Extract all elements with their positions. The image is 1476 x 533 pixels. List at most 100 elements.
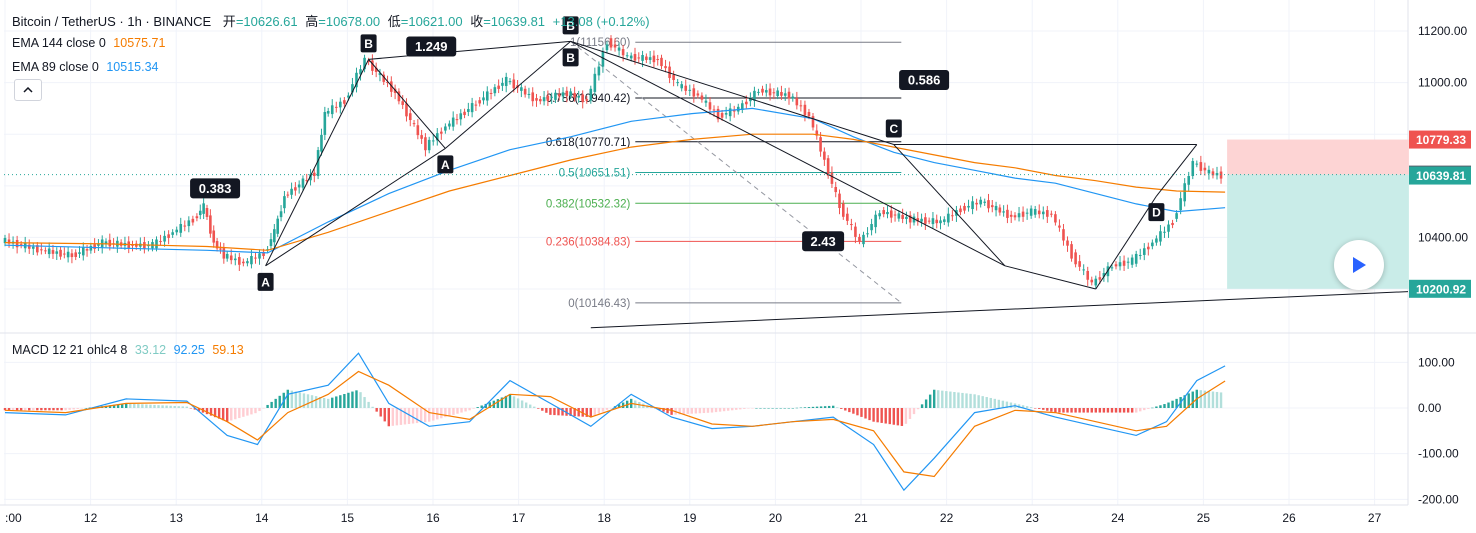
candle-body bbox=[908, 215, 912, 223]
macd-histogram-bar bbox=[779, 408, 782, 409]
candle-body bbox=[250, 256, 253, 265]
candle-body bbox=[262, 251, 265, 257]
collapse-legend-button[interactable] bbox=[14, 79, 42, 101]
fib-trend-dashed-line bbox=[570, 40, 902, 304]
macd-histogram-bar bbox=[840, 408, 843, 409]
macd-histogram-bar bbox=[597, 408, 601, 414]
macd-histogram-bar bbox=[823, 406, 827, 408]
candle-body bbox=[1114, 264, 1118, 267]
pattern1-leg bbox=[265, 59, 370, 267]
candle-body bbox=[1074, 252, 1077, 265]
macd-histogram-bar bbox=[504, 395, 508, 408]
candle-body bbox=[131, 244, 134, 246]
macd-histogram-bar bbox=[1106, 408, 1110, 413]
candle-body bbox=[3, 237, 7, 244]
candle-body bbox=[1151, 242, 1154, 247]
time-tick-label: 12 bbox=[84, 511, 98, 525]
fib-level-label: 0.5(10651.51) bbox=[559, 168, 631, 180]
macd-histogram-bar bbox=[884, 408, 887, 424]
macd-histogram-bar bbox=[242, 408, 245, 417]
candle-body bbox=[1094, 278, 1098, 286]
candle-body bbox=[741, 103, 744, 110]
candle-body bbox=[776, 90, 779, 97]
candle-body bbox=[215, 241, 219, 249]
candle-body bbox=[371, 60, 374, 71]
macd-histogram-bar bbox=[76, 408, 79, 409]
macd-histogram-bar bbox=[209, 408, 213, 416]
macd-histogram-bar bbox=[112, 404, 116, 408]
macd-histogram-bar bbox=[1050, 408, 1053, 412]
candle-body bbox=[1183, 183, 1186, 202]
candle-body bbox=[81, 247, 85, 256]
macd-histogram-bar bbox=[1001, 400, 1005, 408]
candle-body bbox=[1041, 211, 1045, 215]
macd-histogram-bar bbox=[1078, 408, 1081, 413]
macd-histogram-bar bbox=[775, 408, 778, 409]
candle-body bbox=[1090, 279, 1094, 283]
replay-play-button[interactable] bbox=[1334, 240, 1384, 290]
macd-histogram-bar bbox=[343, 393, 346, 408]
macd-histogram-bar bbox=[908, 408, 912, 419]
candle-body bbox=[1171, 222, 1174, 226]
time-tick-label: :00 bbox=[5, 511, 22, 525]
candle-body bbox=[167, 234, 170, 238]
candle-body bbox=[700, 95, 704, 100]
candle-body bbox=[1163, 231, 1166, 233]
ema144-legend[interactable]: EMA 144 close 0 10575.71 bbox=[12, 36, 165, 50]
candle-body bbox=[886, 212, 889, 215]
macd-histogram-bar bbox=[423, 408, 427, 423]
ema144-line bbox=[4, 133, 1226, 251]
candle-body bbox=[108, 239, 112, 247]
macd-label: MACD 12 21 ohlc4 8 bbox=[12, 343, 128, 357]
macd-histogram-bar bbox=[347, 392, 350, 408]
macd-tick-label: 100.00 bbox=[1418, 355, 1455, 369]
candle-body bbox=[1006, 209, 1009, 218]
candle-body bbox=[975, 202, 978, 205]
macd-histogram-bar bbox=[387, 408, 390, 427]
macd-histogram-bar bbox=[1159, 405, 1162, 408]
macd-histogram-bar bbox=[670, 408, 673, 415]
macd-histogram-bar bbox=[860, 408, 863, 417]
ema89-legend[interactable]: EMA 89 close 0 10515.34 bbox=[12, 60, 158, 74]
candle-body bbox=[1033, 209, 1037, 215]
macd-histogram-bar bbox=[84, 408, 87, 409]
candle-body bbox=[728, 108, 732, 117]
macd-histogram-bar bbox=[920, 404, 924, 408]
macd-histogram-bar bbox=[1054, 408, 1057, 413]
candle-body bbox=[947, 213, 950, 223]
candle-body bbox=[408, 113, 412, 121]
macd-histogram-bar bbox=[912, 408, 916, 415]
candle-body bbox=[732, 109, 736, 112]
candle-body bbox=[1054, 214, 1057, 223]
fib-level-label: 0.236(10384.83) bbox=[546, 236, 631, 248]
macd-histogram-bar bbox=[480, 405, 483, 408]
candle-body bbox=[334, 106, 338, 108]
candle-body bbox=[279, 211, 283, 218]
candle-body bbox=[704, 100, 708, 103]
macd-histogram-bar bbox=[516, 398, 520, 408]
high-label: 高 bbox=[305, 14, 319, 29]
macd-histogram-bar bbox=[1126, 408, 1130, 413]
candle-body bbox=[66, 251, 70, 258]
macd-histogram-bar bbox=[783, 408, 786, 409]
candle-body bbox=[97, 244, 100, 246]
pattern2-ratio-label: 2.43 bbox=[810, 234, 835, 249]
time-tick-label: 27 bbox=[1368, 511, 1382, 525]
macd-histogram-bar bbox=[1187, 393, 1190, 408]
macd-legend[interactable]: MACD 12 21 ohlc4 8 33.12 92.25 59.13 bbox=[12, 343, 244, 357]
candle-body bbox=[1219, 171, 1223, 179]
macd-histogram-bar bbox=[133, 403, 136, 408]
candle-body bbox=[405, 103, 408, 117]
macd-histogram-bar bbox=[690, 408, 693, 414]
candle-body bbox=[382, 74, 386, 82]
candle-body bbox=[1013, 215, 1017, 218]
macd-histogram-bar bbox=[739, 408, 742, 410]
candle-body bbox=[838, 193, 841, 209]
candle-body bbox=[1138, 254, 1142, 256]
pattern1-point-label: A bbox=[261, 275, 270, 289]
macd-histogram-bar bbox=[529, 404, 532, 408]
macd-histogram-bar bbox=[322, 397, 326, 408]
candle-body bbox=[254, 257, 257, 259]
macd-histogram-bar bbox=[68, 408, 71, 410]
